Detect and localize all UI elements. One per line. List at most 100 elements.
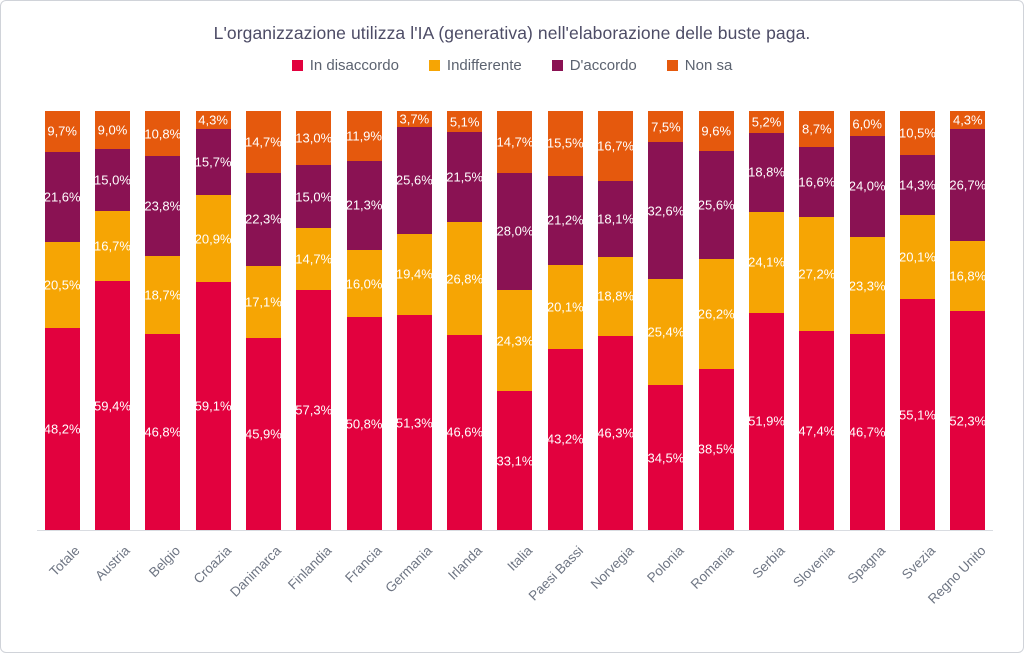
bar-column-austria: 9,0% 15,0% 16,7% 59,4% [87, 111, 137, 530]
segment-value-label: 16,0% [345, 276, 383, 292]
x-axis-label-cell: Serbia [741, 531, 791, 631]
bar-column-belgio: 10,8% 23,8% 18,7% 46,8% [138, 111, 188, 530]
segment-in-disaccordo: 51,3% [396, 315, 433, 530]
segment-non-sa: 14,7% [245, 111, 282, 173]
segment-d-accordo: 16,6% [798, 147, 835, 218]
legend-swatch-indifferente [428, 60, 440, 71]
segment-value-label: 21,5% [446, 169, 484, 185]
segment-indifferente: 19,4% [395, 233, 433, 316]
legend-swatch-in-disaccordo [291, 60, 303, 71]
segment-value-label: 24,3% [496, 333, 534, 349]
bar-column-francia: 11,9% 21,3% 16,0% 50,8% [339, 111, 389, 531]
x-axis-label-germania: Germania [382, 543, 435, 596]
segment-value-label: 4,3% [952, 112, 983, 128]
segment-indifferente: 26,8% [446, 222, 484, 335]
x-axis-label-cell: Paesi Bassi [525, 531, 590, 631]
segment-value-label: 26,8% [446, 271, 484, 287]
segment-in-disaccordo: 57,3% [295, 289, 333, 530]
legend-label: Non sa [684, 57, 733, 74]
segment-d-accordo: 15,0% [94, 148, 131, 212]
segment-non-sa: 4,3% [195, 111, 231, 130]
segment-non-sa: 8,7% [799, 111, 835, 148]
segment-value-label: 19,4% [395, 266, 433, 282]
segment-non-sa: 3,7% [396, 111, 432, 127]
segment-value-label: 43,2% [546, 431, 584, 447]
x-axis-labels: Totale Austria Belgio Croazia Danimarca Finla… [37, 531, 993, 631]
segment-d-accordo: 25,6% [698, 151, 735, 259]
segment-indifferente: 26,2% [697, 258, 735, 369]
x-axis-label-finlandia: Finlandia [284, 543, 335, 593]
x-axis-label-serbia: Serbia [748, 543, 788, 582]
x-axis-label-norvegia: Norvegia [587, 543, 637, 592]
segment-value-label: 15,7% [194, 154, 232, 170]
segment-value-label: 15,5% [546, 135, 584, 151]
segment-indifferente: 16,7% [94, 211, 131, 282]
segment-non-sa: 15,5% [546, 111, 584, 176]
stacked-bar-irlanda: 5,1% 21,5% 26,8% 46,6% [446, 111, 484, 530]
segment-in-disaccordo: 45,9% [244, 337, 282, 531]
segment-value-label: 27,2% [798, 266, 836, 282]
segment-in-disaccordo: 48,2% [43, 328, 81, 530]
segment-value-label: 20,1% [546, 299, 584, 315]
segment-value-label: 57,3% [295, 402, 333, 418]
stacked-bar-danimarca: 14,7% 22,3% 17,1% 45,9% [244, 111, 282, 531]
segment-value-label: 15,0% [295, 189, 333, 205]
segment-d-accordo: 32,6% [647, 142, 684, 280]
segment-indifferente: 14,7% [295, 228, 332, 290]
segment-in-disaccordo: 34,5% [647, 385, 684, 530]
segment-non-sa: 9,6% [698, 111, 734, 152]
segment-indifferente: 17,1% [245, 266, 282, 338]
legend-item-indifferente: Indifferente [428, 57, 522, 74]
x-axis-label-cell: Belgio [138, 531, 188, 631]
segment-value-label: 10,5% [899, 125, 936, 141]
segment-value-label: 45,9% [244, 426, 282, 442]
x-axis-label-cell: Spagna [842, 531, 892, 631]
segment-value-label: 18,8% [748, 164, 785, 180]
segment-value-label: 48,2% [43, 421, 81, 437]
stacked-bar-svezia: 10,5% 14,3% 20,1% 55,1% [899, 111, 936, 531]
segment-in-disaccordo: 59,1% [195, 282, 232, 530]
segment-value-label: 18,1% [597, 211, 635, 227]
segment-value-label: 9,0% [97, 122, 128, 138]
x-axis-label-cell: Germania [382, 531, 439, 631]
segment-value-label: 46,6% [446, 424, 484, 440]
segment-value-label: 15,0% [94, 172, 131, 188]
segment-value-label: 50,8% [345, 416, 383, 432]
segment-indifferente: 20,1% [546, 264, 584, 349]
segment-value-label: 26,2% [697, 306, 735, 322]
bar-column-germania: 3,7% 25,6% 19,4% 51,3% [389, 111, 439, 530]
stacked-bar-paesi-bassi: 15,5% 21,2% 20,1% 43,2% [546, 111, 584, 530]
x-axis-label-romania: Romania [688, 543, 737, 592]
segment-indifferente: 16,0% [345, 250, 383, 318]
segment-in-disaccordo: 46,7% [849, 334, 886, 530]
segment-non-sa: 13,0% [295, 111, 332, 166]
segment-indifferente: 16,8% [949, 240, 986, 312]
x-axis-label-cell: Polonia [641, 531, 691, 631]
legend-label: Indifferente [446, 57, 522, 74]
stacked-bar-totale: 9,7% 21,6% 20,5% 48,2% [43, 111, 81, 530]
segment-value-label: 8,7% [802, 121, 832, 137]
segment-non-sa: 4,3% [950, 111, 986, 129]
segment-value-label: 24,1% [748, 254, 785, 270]
segment-in-disaccordo: 52,3% [949, 311, 986, 531]
segment-non-sa: 10,8% [144, 111, 181, 157]
segment-d-accordo: 28,0% [497, 172, 533, 290]
segment-non-sa: 9,0% [94, 111, 130, 149]
segment-d-accordo: 22,3% [245, 172, 282, 267]
x-axis-label-totale: Totale [46, 543, 83, 580]
segment-value-label: 20,1% [899, 249, 936, 265]
x-axis-label-croazia: Croazia [190, 543, 234, 587]
segment-value-label: 11,9% [346, 128, 382, 144]
segment-in-disaccordo: 38,5% [698, 368, 735, 530]
segment-value-label: 21,2% [546, 212, 584, 228]
x-axis-label-italia: Italia [504, 543, 536, 574]
legend-item-in-disaccordo: In disaccordo [291, 57, 399, 74]
stacked-bar-belgio: 10,8% 23,8% 18,7% 46,8% [144, 111, 181, 530]
bar-column-paesi-bassi: 15,5% 21,2% 20,1% 43,2% [540, 111, 590, 530]
segment-indifferente: 25,4% [647, 279, 684, 386]
segment-in-disaccordo: 51,9% [748, 312, 785, 530]
segment-value-label: 3,7% [399, 111, 430, 127]
legend-label: In disaccordo [309, 57, 399, 74]
segment-d-accordo: 24,0% [849, 136, 886, 237]
